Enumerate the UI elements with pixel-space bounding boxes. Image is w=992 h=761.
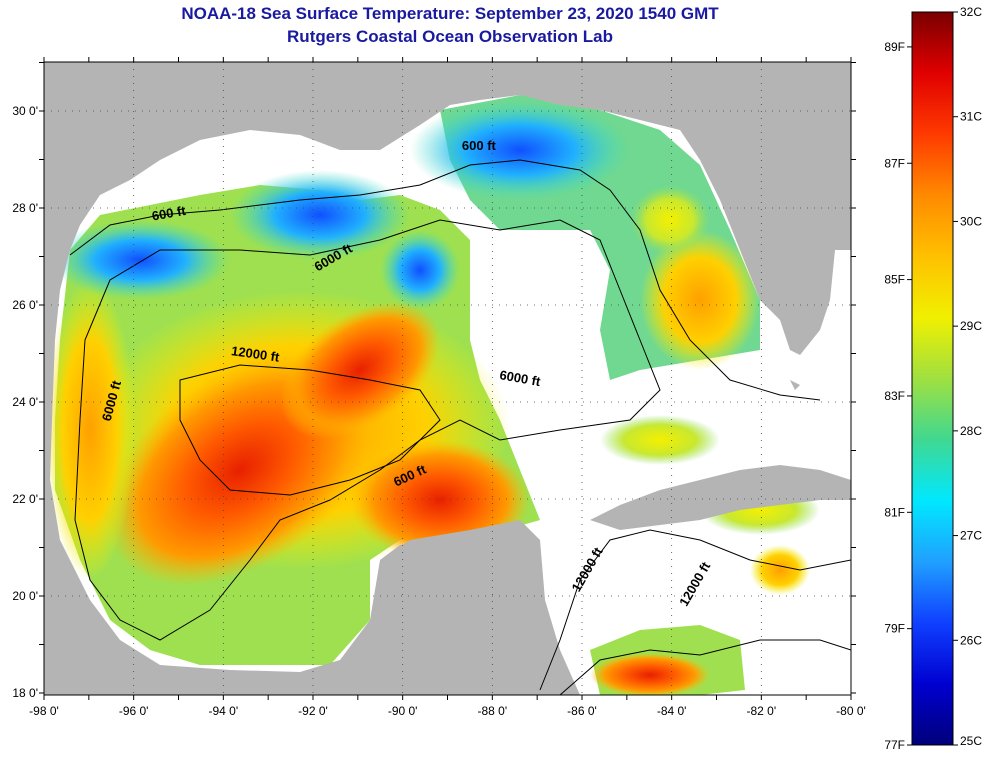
map-title: NOAA-18 Sea Surface Temperature: Septemb… — [181, 4, 719, 23]
land-cuba — [590, 465, 851, 530]
lon-tick-label: -86 0' — [567, 704, 597, 718]
colorbar-c-label: 29C — [960, 319, 982, 333]
sst-warm-west-coast — [45, 280, 135, 580]
lat-tick-label: 28 0' — [12, 201, 38, 215]
colorbar-c-label: 28C — [960, 424, 982, 438]
lon-tick-label: -98 0' — [29, 704, 59, 718]
sst-cool-patch — [380, 230, 460, 310]
sst-yellow-patch — [630, 185, 710, 255]
lon-tick-label: -90 0' — [388, 704, 418, 718]
lon-tick-label: -94 0' — [209, 704, 239, 718]
contour-label: 12000 ft — [230, 343, 281, 365]
contour-label: 600 ft — [151, 203, 188, 224]
axis-ticks — [39, 57, 856, 700]
graticule — [44, 62, 851, 695]
lat-tick-label: 22 0' — [12, 492, 38, 506]
sst-cool-texas-shelf — [50, 220, 230, 300]
contour-6000ft — [74, 219, 661, 641]
colorbar-c-label: 25C — [960, 734, 982, 748]
colorbar-c-label: 30C — [960, 214, 982, 228]
lon-tick-label: -92 0' — [298, 704, 328, 718]
colorbar-f-label: 77F — [884, 738, 905, 752]
colorbar-f-label: 81F — [884, 505, 905, 519]
lon-tick-label: -80 0' — [836, 704, 866, 718]
colorbar-f-label: 83F — [884, 389, 905, 403]
sst-warm-caribbean-2 — [750, 545, 810, 595]
sst-hot-caribbean — [590, 653, 710, 695]
colorbar-f-label: 85F — [884, 273, 905, 287]
lat-tick-label: 30 0' — [12, 104, 38, 118]
land-yucatan — [380, 525, 540, 695]
sst-hot-zone-2 — [279, 301, 441, 439]
lon-tick-label: -96 0' — [119, 704, 149, 718]
lon-tick-label: -84 0' — [657, 704, 687, 718]
sst-cuba-north-patch — [600, 415, 720, 465]
colorbar-labels: 32C 31C 30C 29C 28C 27C 26C 25C 89F 87F 85F 83F 81F 7… — [884, 5, 982, 752]
sst-cool-mississippi — [410, 100, 630, 200]
colorbar-f-label: 79F — [884, 622, 905, 636]
sst-warm-florida-shelf — [640, 230, 760, 370]
lat-tick-label: 20 0' — [12, 589, 38, 603]
colorbar-f-label: 87F — [884, 156, 905, 170]
colorbar-c-label: 32C — [960, 5, 982, 19]
lon-tick-label: -82 0' — [747, 704, 777, 718]
contour-600ft — [69, 159, 821, 401]
colorbar-c-label: 26C — [960, 633, 982, 647]
colorbar-f-label: 89F — [884, 40, 905, 54]
map-subtitle: Rutgers Coastal Ocean Observation Lab — [287, 27, 613, 46]
contour-12000ft — [179, 364, 441, 496]
lat-tick-label: 26 0' — [12, 298, 38, 312]
land-us-gulf-coast — [44, 62, 851, 355]
land-florida-keys — [790, 380, 800, 390]
contour-label: 6000 ft — [498, 367, 542, 389]
axis-labels: -98 0' -96 0' -94 0' -92 0' -90 0' -88 0' -86 … — [12, 104, 865, 718]
lat-tick-label: 24 0' — [12, 395, 38, 409]
contour-12000ft-caribbean — [539, 529, 851, 691]
bathymetry-contours — [69, 159, 851, 695]
colorbar-c-label: 27C — [960, 529, 982, 543]
lon-tick-label: -88 0' — [478, 704, 508, 718]
colorbar-c-label: 31C — [960, 110, 982, 124]
contour-caribbean-2 — [559, 639, 851, 695]
lat-tick-label: 18 0' — [12, 686, 38, 700]
contour-label: 600 ft — [462, 138, 497, 153]
sst-cool-louisiana-shelf — [230, 170, 410, 260]
colorbar — [911, 11, 954, 746]
